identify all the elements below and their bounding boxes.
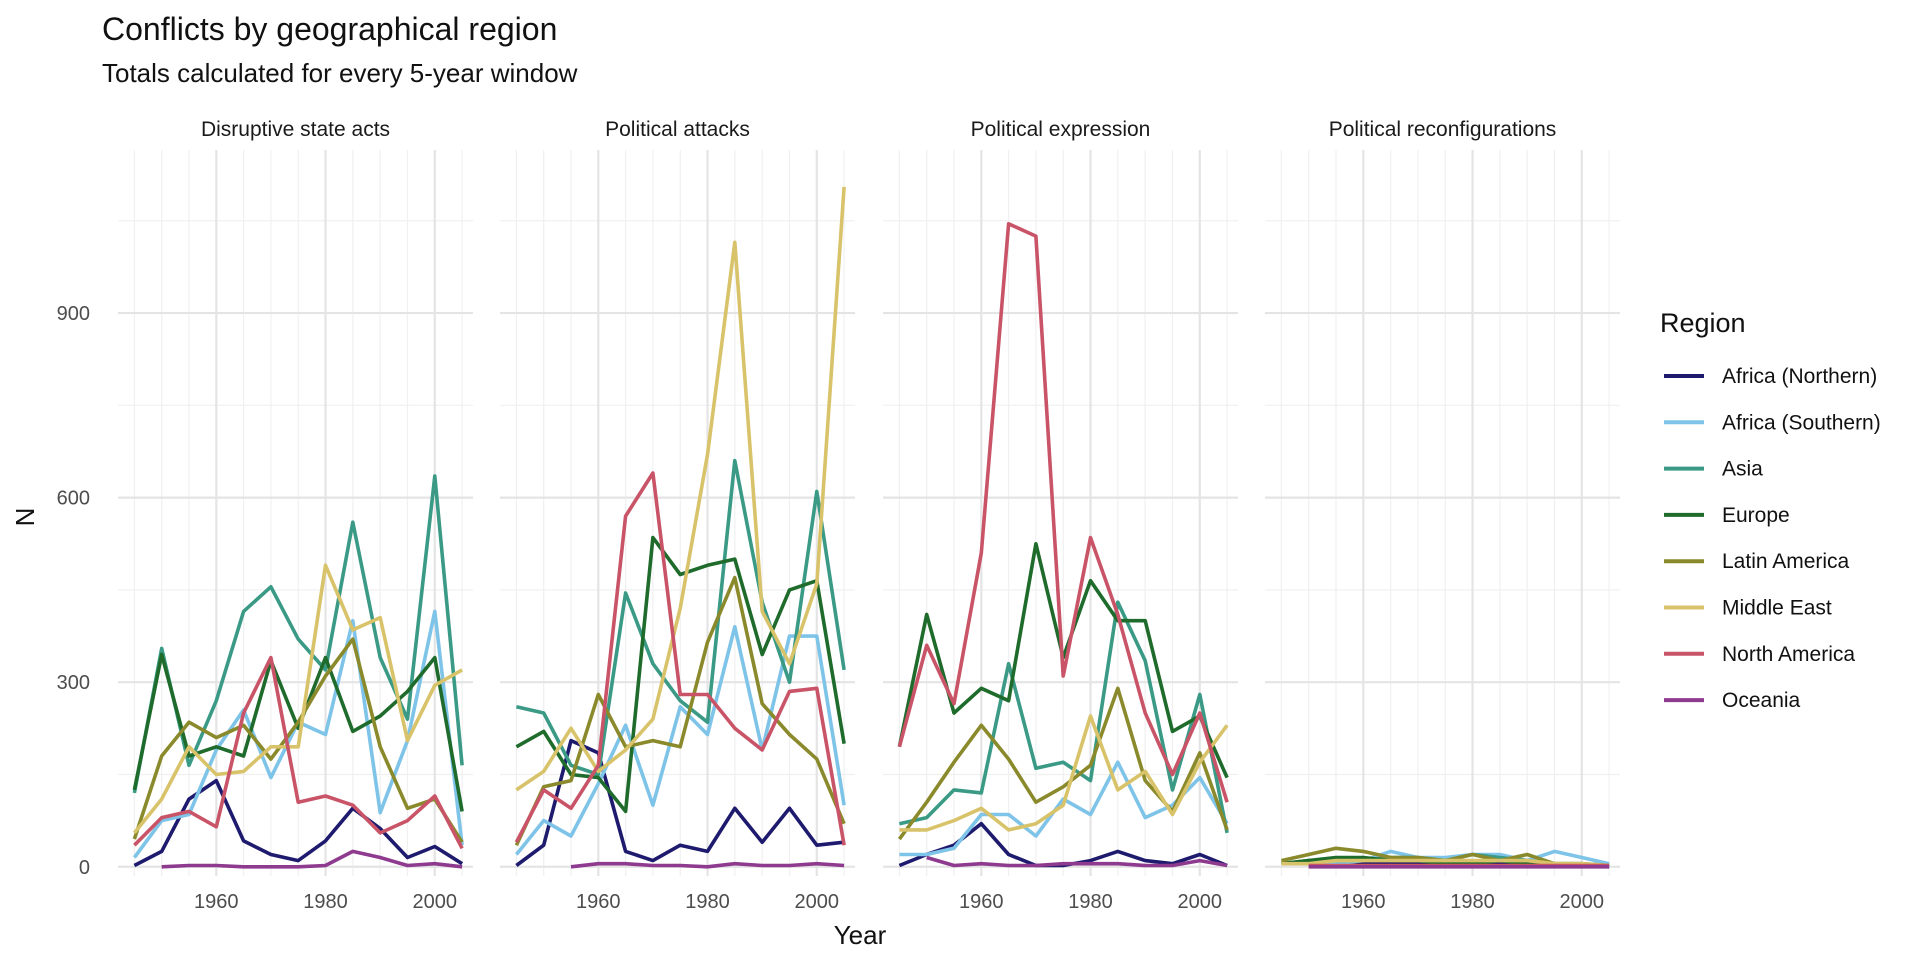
legend-item: North America (1664, 643, 1855, 666)
x-tick-label: 1960 (1341, 891, 1386, 913)
y-axis-title: N (10, 508, 40, 527)
series-line (133, 655, 464, 850)
x-tick-label: 1980 (1068, 891, 1113, 913)
x-tick-label: 1980 (303, 891, 348, 913)
series-line (514, 625, 846, 856)
series-line (926, 855, 1228, 868)
facet-panel: Political reconfigurations 1960 1980 2000 (1265, 118, 1620, 913)
facet-strip-label: Political expression (971, 118, 1151, 141)
legend-title: Region (1660, 308, 1746, 338)
x-axis-title: Year (834, 920, 887, 950)
facet-panel: Disruptive state acts 1960 1980 2000 (118, 118, 473, 913)
gridlines (883, 150, 1238, 876)
series-line (899, 600, 1229, 834)
legend-item: Africa (Southern) (1664, 411, 1881, 434)
x-tick-label: 1960 (576, 891, 621, 913)
chart-title: Conflicts by geographical region (102, 11, 557, 47)
chart-subtitle: Totals calculated for every 5-year windo… (102, 58, 578, 88)
x-tick-label: 1980 (1450, 891, 1495, 913)
x-tick-label: 2000 (795, 891, 840, 913)
legend-label: Latin America (1722, 550, 1850, 573)
legend-item: Africa (Northern) (1664, 365, 1877, 388)
legend: Africa (Northern) Africa (Southern) Asia Eu… (1664, 365, 1881, 712)
series-line (132, 652, 464, 812)
y-tick-label: 600 (57, 488, 90, 510)
legend-label: Africa (Southern) (1722, 411, 1881, 434)
facet-strip-label: Political attacks (605, 118, 750, 141)
facet-strip-label: Political reconfigurations (1329, 118, 1557, 141)
series-line (514, 471, 846, 846)
series-line (514, 575, 846, 846)
legend-label: Middle East (1722, 597, 1832, 620)
series-line (516, 458, 846, 777)
y-tick-label: 0 (79, 857, 90, 879)
facet-panel: Political attacks 1960 1980 2000 (500, 118, 855, 913)
series-line (899, 714, 1229, 832)
series-line (133, 778, 464, 868)
legend-item: Europe (1664, 504, 1790, 527)
legend-label: Europe (1722, 504, 1790, 527)
x-tick-label: 2000 (1178, 891, 1223, 913)
facet-strip-label: Disruptive state acts (201, 118, 390, 141)
legend-label: North America (1722, 643, 1855, 666)
legend-item: Middle East (1664, 597, 1832, 620)
facet-panel: Political expression 1960 1980 2000 (883, 118, 1238, 913)
y-tick-label: 300 (57, 672, 90, 694)
series-line (515, 535, 846, 814)
series-line (161, 849, 463, 869)
legend-label: Oceania (1722, 689, 1801, 712)
y-axis: 0 300 600 900 (57, 303, 90, 879)
series-line (132, 637, 464, 844)
legend-item: Latin America (1664, 550, 1850, 573)
series-line (132, 563, 463, 835)
series-line (515, 738, 845, 867)
legend-label: Africa (Northern) (1722, 365, 1877, 388)
series-line (897, 222, 1229, 803)
x-tick-label: 1960 (194, 891, 239, 913)
x-tick-label: 2000 (413, 891, 458, 913)
gridlines (118, 150, 473, 876)
legend-item: Oceania (1664, 689, 1801, 712)
y-tick-label: 900 (57, 303, 90, 325)
series-line (570, 861, 845, 869)
legend-item: Asia (1664, 458, 1763, 481)
x-tick-label: 1980 (685, 891, 730, 913)
gridlines (500, 150, 855, 876)
series-line (132, 474, 464, 794)
legend-label: Asia (1722, 458, 1763, 481)
x-tick-label: 1960 (959, 891, 1004, 913)
gridlines (1265, 150, 1620, 876)
series-line (515, 186, 846, 792)
x-tick-label: 2000 (1560, 891, 1605, 913)
